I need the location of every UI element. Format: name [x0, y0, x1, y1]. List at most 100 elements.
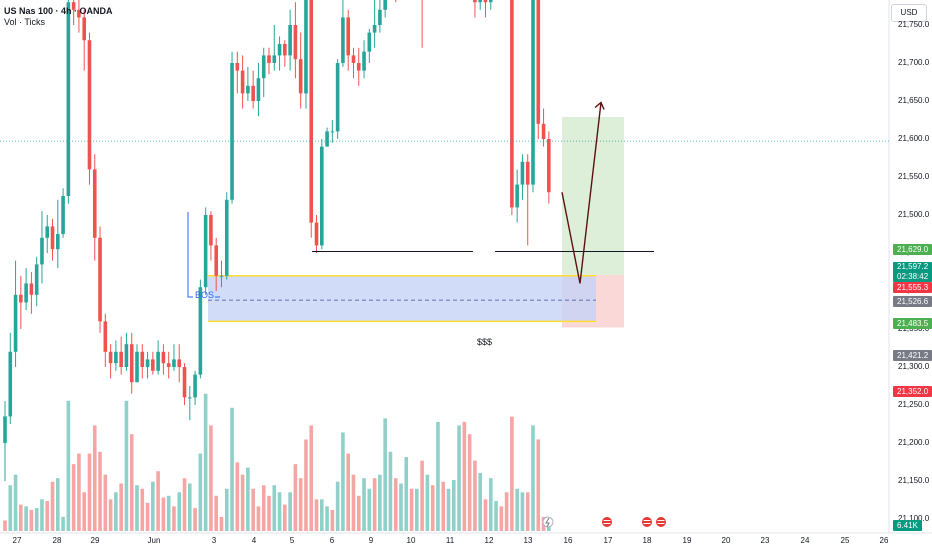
candle-body — [235, 63, 240, 71]
volume-bar — [494, 501, 498, 531]
candle-body — [145, 359, 150, 367]
volume-bar — [383, 418, 387, 531]
candle-body — [541, 123, 546, 139]
candle-body — [515, 184, 519, 208]
candle-body — [314, 222, 319, 246]
price-tick: 21,500.0 — [898, 210, 930, 219]
volume-bar — [367, 488, 372, 531]
candle-body — [372, 25, 377, 33]
candle-body — [351, 55, 356, 63]
candle-body — [330, 131, 335, 133]
candle-body — [356, 63, 361, 71]
candle-body — [214, 245, 218, 276]
symbol-title[interactable]: US Nas 100 · 4h · OANDA — [4, 6, 113, 16]
volume-value-badge: 6.41K — [893, 520, 922, 531]
candle-body — [272, 55, 277, 63]
volume-bar — [536, 439, 541, 531]
volume-bar — [77, 453, 81, 531]
zones-layer — [208, 116, 624, 328]
candle-body — [24, 283, 28, 303]
candle-body — [19, 294, 23, 303]
volume-bar — [24, 506, 28, 531]
candle-body — [309, 0, 314, 223]
volume-bar — [193, 508, 197, 531]
volume-bar — [372, 478, 377, 531]
candle-body — [362, 51, 366, 71]
price-tick: 21,650.0 — [898, 96, 930, 105]
candle-body — [304, 0, 308, 94]
candle-body — [198, 287, 203, 375]
price-tick: 21,200.0 — [898, 438, 930, 447]
candle-body — [98, 237, 102, 322]
candle-body — [230, 63, 234, 200]
candle-body — [182, 367, 187, 398]
candle-body — [119, 351, 123, 367]
candle-body — [82, 17, 86, 41]
candle-body — [77, 9, 81, 18]
volume-bar — [298, 478, 303, 531]
us-flag-icon — [642, 517, 652, 527]
candle-body — [166, 363, 171, 367]
volume-indicator-label[interactable]: Vol · Ticks — [4, 17, 46, 27]
candle-body — [140, 351, 145, 367]
candle-body — [161, 351, 166, 364]
candle-body — [520, 161, 525, 185]
volume-bar — [214, 495, 218, 531]
volume-bar — [45, 501, 50, 531]
volume-bar — [29, 509, 34, 531]
candle-body — [45, 226, 50, 238]
candle-body — [156, 351, 160, 371]
volume-bar — [283, 504, 287, 531]
time-tick: 29 — [90, 536, 100, 545]
volume-bar — [430, 485, 435, 531]
current-price-badge: 21,597.2 02:38:42 — [893, 262, 932, 282]
liquidity-label: $$$ — [477, 337, 493, 347]
price-tick: 21,750.0 — [898, 20, 930, 29]
volume-bar — [362, 478, 366, 531]
candle-body — [488, 0, 493, 3]
candle-body — [56, 234, 60, 250]
time-tick: 5 — [289, 536, 295, 545]
us-flag-stripe — [643, 520, 651, 521]
volume-bar — [504, 492, 509, 531]
candle-body — [3, 416, 7, 443]
time-tick: 12 — [484, 536, 494, 545]
currency-button[interactable]: USD — [891, 4, 927, 22]
candle-body — [240, 70, 245, 94]
volume-bar — [151, 481, 155, 531]
candle-body — [177, 359, 182, 367]
events-layer — [542, 516, 666, 528]
candle-body — [277, 44, 282, 56]
volume-bar — [325, 506, 329, 531]
volume-bar — [145, 502, 150, 531]
volume-bar — [224, 488, 229, 531]
volume-bar — [420, 460, 424, 531]
candle-body — [71, 2, 76, 10]
candle-body — [346, 17, 350, 56]
us-flag-icon — [656, 517, 666, 527]
volume-bar — [320, 499, 324, 531]
volume-bar — [203, 393, 208, 531]
candle-countdown: 02:38:42 — [897, 272, 929, 281]
volume-bar — [399, 483, 403, 531]
volume-bar — [478, 472, 482, 531]
volume-bar — [520, 492, 525, 531]
candle-body — [320, 146, 324, 246]
volume-bar — [393, 478, 398, 531]
volume-bar — [314, 499, 319, 531]
volume-bar — [3, 520, 7, 531]
candle-body — [34, 264, 39, 295]
price-tick: 21,300.0 — [898, 362, 930, 371]
volume-bar — [409, 488, 414, 531]
candle-body — [87, 40, 92, 170]
volume-bar — [13, 474, 18, 531]
volume-bar — [473, 460, 477, 531]
volume-bar — [235, 462, 240, 531]
volume-bar — [256, 506, 261, 531]
candle-body — [383, 0, 387, 10]
candle-body — [129, 344, 134, 383]
volume-bar — [462, 421, 467, 531]
candle-body — [256, 78, 261, 101]
volume-bar — [351, 474, 356, 531]
